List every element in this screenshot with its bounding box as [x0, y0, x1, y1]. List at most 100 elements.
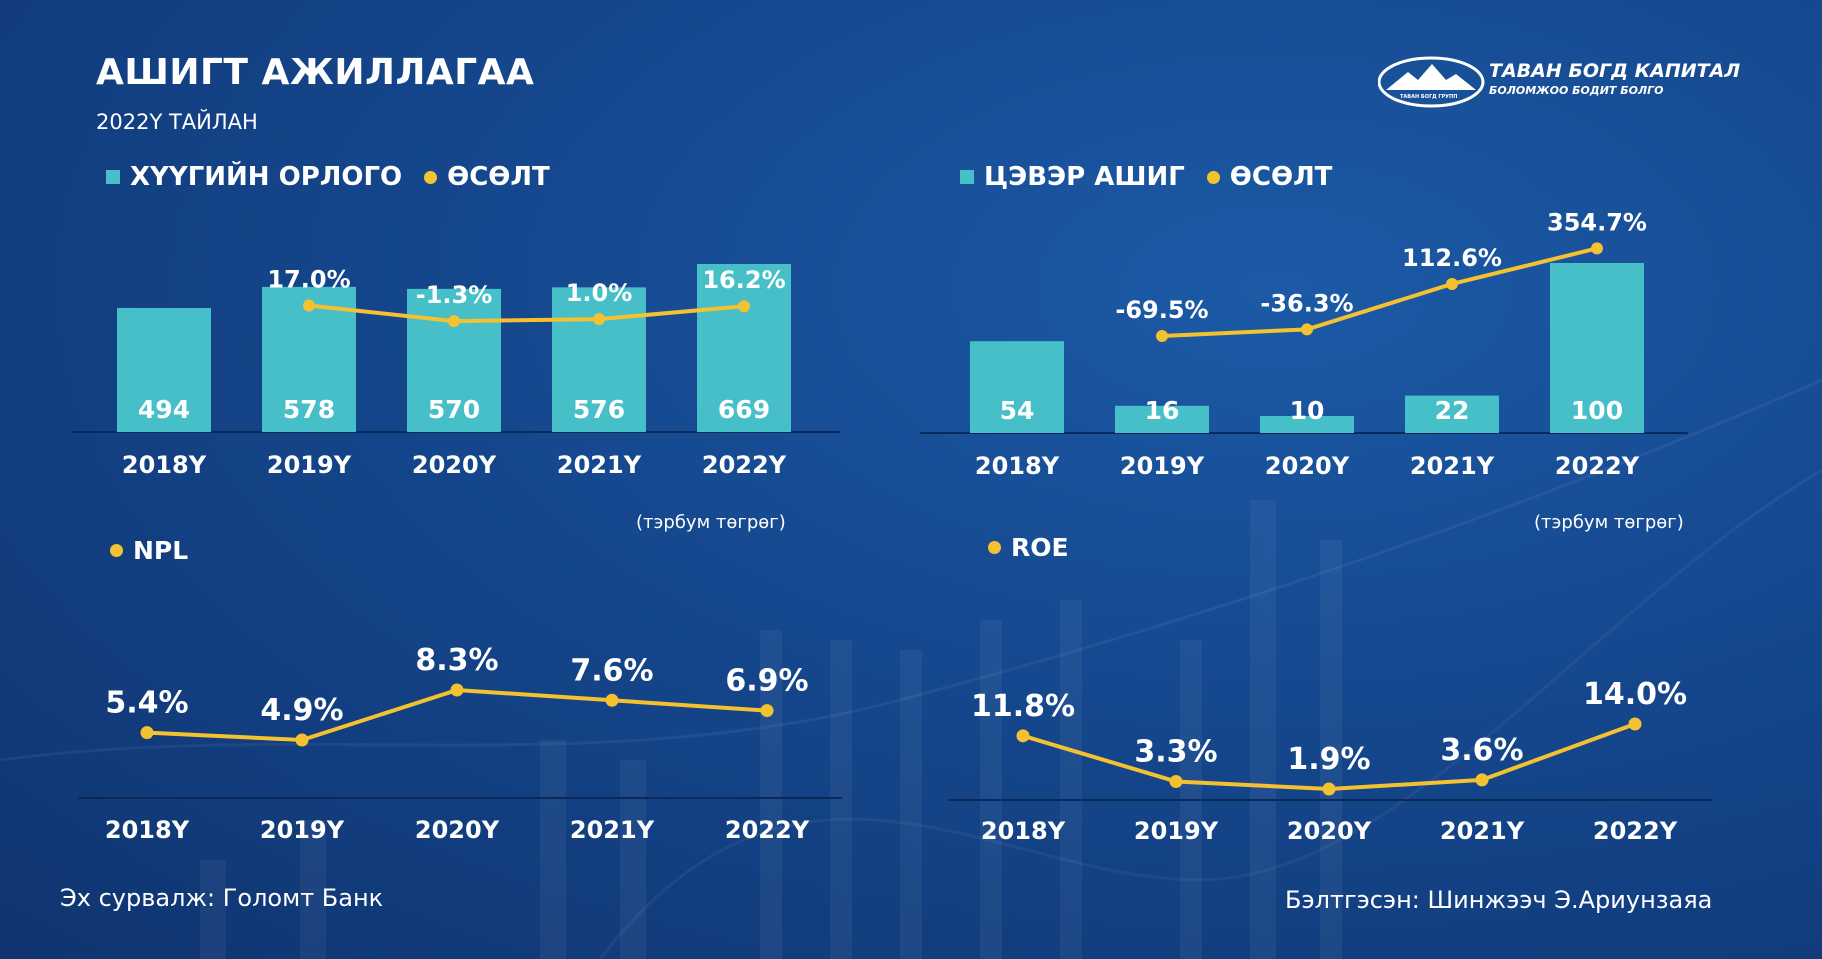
company-logo: ТАВАН БОГД КАПИТАЛ БОЛОМЖОО БОДИТ БОЛГО …: [1377, 54, 1741, 110]
x-tick-label: 2021Y: [557, 451, 642, 479]
series-value-label: 3.3%: [1134, 734, 1217, 769]
bar-value-label: 570: [428, 395, 480, 424]
bar: [1115, 405, 1209, 433]
x-tick-label: 2021Y: [1440, 817, 1525, 845]
series-value-label: 7.6%: [570, 653, 653, 688]
series-value-label: 5.4%: [105, 686, 188, 721]
series-point: [1628, 717, 1642, 731]
series-point: [1169, 774, 1183, 788]
legend-net-profit: ЦЭВЭР АШИГ ӨСӨЛТ: [960, 162, 1332, 192]
bar: [552, 287, 646, 432]
series-point: [1475, 773, 1489, 787]
legend-bar-swatch: [106, 170, 120, 184]
series-point: [450, 683, 464, 697]
author-note: Бэлтгэсэн: Шинжээч Э.Ариунзаяа: [1285, 886, 1713, 914]
legend-line-swatch: [988, 541, 1001, 554]
growth-label: -1.3%: [416, 281, 493, 309]
bar-value-label: 10: [1290, 396, 1325, 425]
legend-roe: ROE: [988, 533, 1069, 562]
legend-line-swatch: [424, 170, 438, 184]
bar-value-label: 100: [1571, 396, 1623, 425]
x-tick-label: 2019Y: [1120, 452, 1205, 480]
series-value-label: 8.3%: [415, 643, 498, 678]
growth-label: 1.0%: [566, 279, 633, 307]
growth-label: -69.5%: [1115, 296, 1208, 324]
logo-name: ТАВАН БОГД КАПИТАЛ: [1489, 60, 1741, 82]
growth-point: [738, 300, 750, 313]
x-tick-label: 2018Y: [122, 451, 207, 479]
growth-label: 354.7%: [1547, 208, 1647, 236]
series-line: [146, 687, 768, 743]
growth-line: [1161, 246, 1598, 338]
series-point: [760, 704, 774, 718]
logo-slogan: БОЛОМЖОО БОДИТ БОЛГО: [1489, 84, 1664, 97]
bar-value-label: 578: [283, 395, 335, 424]
bar: [407, 288, 501, 432]
x-tick-label: 2019Y: [1134, 817, 1219, 845]
x-tick-label: 2022Y: [1593, 817, 1678, 845]
bar: [1550, 263, 1644, 433]
growth-point: [1446, 277, 1458, 290]
bar-value-label: 54: [1000, 396, 1035, 425]
x-tick-label: 2019Y: [267, 451, 352, 479]
legend-line-label: ӨСӨЛТ: [447, 162, 550, 192]
bar-value-label: 22: [1435, 396, 1470, 425]
series-value-label: 3.6%: [1440, 733, 1523, 768]
series-value-label: 6.9%: [725, 664, 808, 699]
bar: [1260, 416, 1354, 433]
legend-line-swatch: [1206, 170, 1220, 184]
x-tick-label: 2018Y: [105, 816, 190, 844]
unit-label-income: (тэрбум төгрөг): [636, 512, 786, 533]
x-tick-label: 2022Y: [1555, 452, 1640, 480]
bar-value-label: 669: [718, 395, 770, 424]
bar: [117, 307, 211, 432]
page-subtitle: 2022Y ТАЙЛАН: [96, 110, 258, 134]
x-tick-label: 2020Y: [1265, 452, 1350, 480]
legend-line-label: NPL: [133, 536, 189, 565]
mountain-logo-icon: [1377, 56, 1485, 108]
x-tick-label: 2021Y: [1410, 452, 1495, 480]
series-value-label: 4.9%: [260, 693, 343, 728]
growth-line: [308, 303, 745, 324]
logo-sub: ТАВАН БОГД ГРУПП: [1400, 94, 1458, 100]
series-point: [605, 693, 619, 707]
series-value-label: 1.9%: [1287, 742, 1370, 777]
x-tick-label: 2020Y: [1287, 817, 1372, 845]
growth-point: [448, 315, 460, 328]
bar-value-label: 494: [138, 395, 190, 424]
bar: [697, 264, 791, 432]
series-value-label: 11.8%: [971, 689, 1075, 724]
x-tick-label: 2018Y: [981, 817, 1066, 845]
legend-npl: NPL: [110, 536, 188, 565]
growth-label: 16.2%: [702, 266, 785, 294]
series-value-label: 14.0%: [1583, 677, 1687, 712]
x-tick-label: 2021Y: [570, 816, 655, 844]
x-tick-label: 2019Y: [260, 816, 345, 844]
growth-point: [1156, 330, 1168, 342]
growth-label: -36.3%: [1260, 289, 1353, 317]
legend-line-label: ӨСӨЛТ: [1229, 162, 1333, 192]
x-tick-label: 2022Y: [702, 451, 787, 479]
legend-line-swatch: [110, 544, 123, 557]
legend-bar-label: ЦЭВЭР АШИГ: [984, 162, 1185, 192]
bar-value-label: 16: [1145, 396, 1180, 425]
legend-bar-label: ХҮҮГИЙН ОРЛОГО: [130, 162, 403, 192]
series-point: [295, 733, 309, 747]
x-tick-label: 2022Y: [725, 816, 810, 844]
series-point: [1016, 729, 1030, 743]
x-tick-label: 2018Y: [975, 452, 1060, 480]
series-point: [140, 726, 154, 740]
bar: [970, 341, 1064, 433]
legend-line-label: ROE: [1011, 533, 1069, 562]
legend-bar-swatch: [960, 170, 974, 184]
growth-point: [303, 299, 315, 312]
growth-point: [1301, 323, 1313, 336]
x-tick-label: 2020Y: [412, 451, 497, 479]
series-point: [1322, 782, 1336, 796]
x-tick-label: 2020Y: [415, 816, 500, 844]
unit-label-profit: (тэрбум төгрөг): [1534, 512, 1684, 533]
bar-value-label: 576: [573, 395, 625, 424]
bar: [1405, 395, 1499, 433]
page-title: АШИГТ АЖИЛЛАГАА: [96, 52, 535, 93]
